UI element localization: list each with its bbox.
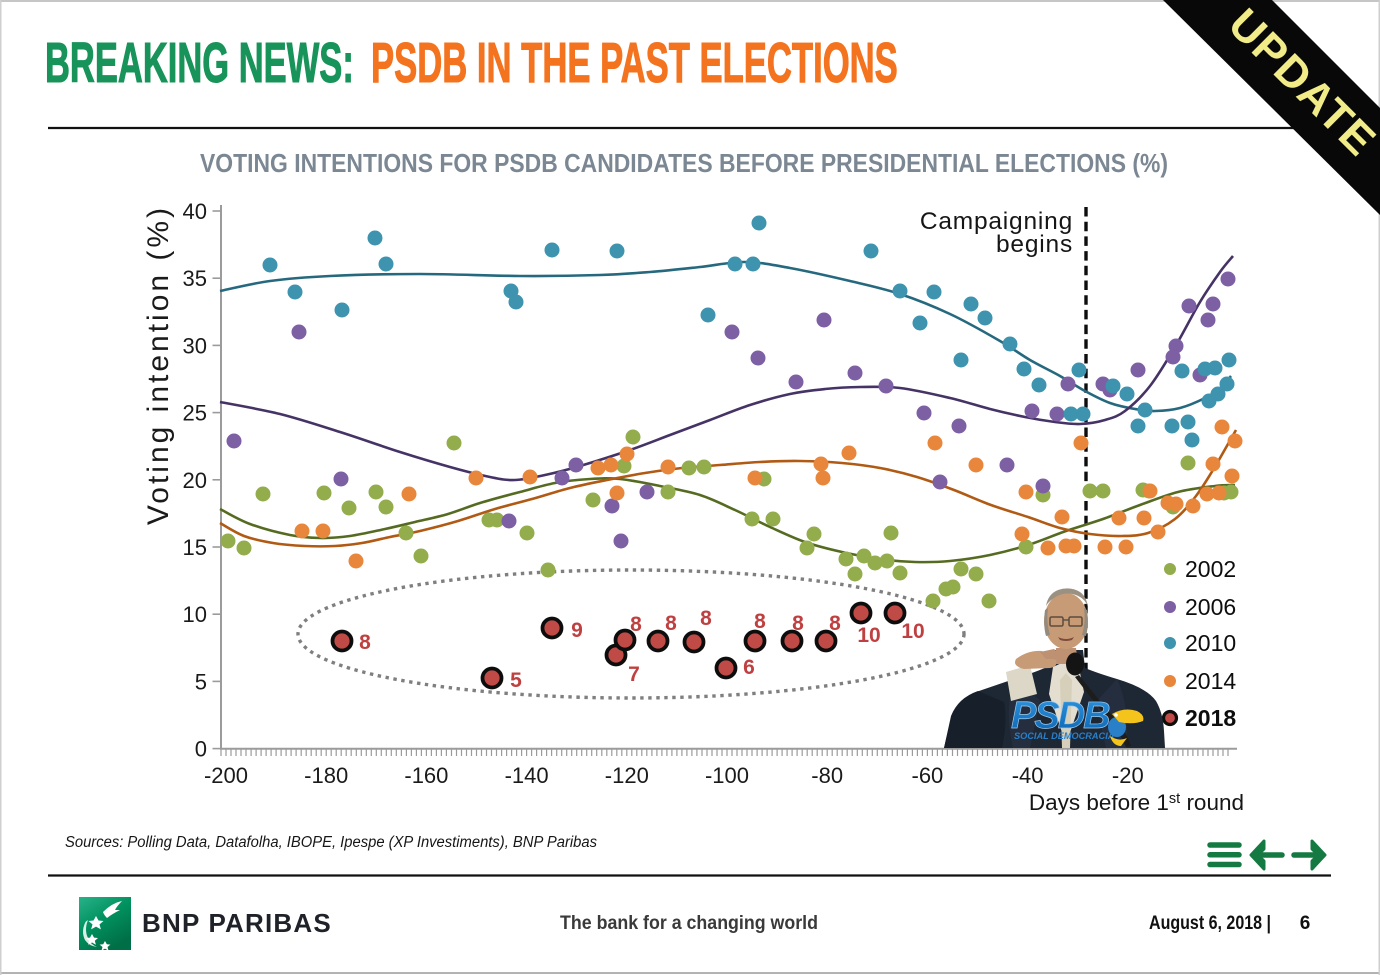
svg-text:6: 6 [743, 656, 755, 679]
svg-text:2014: 2014 [1185, 668, 1236, 694]
svg-text:2010: 2010 [1185, 630, 1236, 656]
svg-text:-60: -60 [912, 763, 944, 788]
svg-text:9: 9 [571, 619, 583, 642]
svg-text:Days before 1st round: Days before 1st round [1029, 790, 1244, 815]
svg-text:5: 5 [510, 669, 522, 692]
svg-text:30: 30 [183, 333, 207, 358]
svg-text:-140: -140 [505, 763, 549, 788]
svg-text:35: 35 [183, 266, 207, 291]
svg-text:25: 25 [183, 401, 207, 426]
svg-text:-120: -120 [605, 763, 649, 788]
svg-text:-180: -180 [304, 763, 348, 788]
svg-text:40: 40 [183, 199, 207, 224]
svg-text:2002: 2002 [1185, 556, 1236, 582]
svg-text:VOTING INTENTIONS FOR PSDB CAN: VOTING INTENTIONS FOR PSDB CANDIDATES BE… [200, 148, 1168, 178]
svg-text:2018: 2018 [1185, 705, 1236, 731]
svg-text:10: 10 [857, 624, 880, 647]
svg-text:PSDB: PSDB [1011, 695, 1110, 737]
svg-text:Campaigning: Campaigning [920, 208, 1073, 235]
svg-text:7: 7 [628, 663, 640, 686]
svg-text:-200: -200 [204, 763, 248, 788]
svg-text:20: 20 [183, 468, 207, 493]
svg-text:8: 8 [829, 612, 841, 635]
svg-text:Voting intention (%): Voting intention (%) [142, 205, 175, 525]
svg-text:PSDB IN THE PAST ELECTIONS: PSDB IN THE PAST ELECTIONS [371, 30, 898, 94]
svg-text:-100: -100 [705, 763, 749, 788]
svg-text:8: 8 [630, 613, 642, 636]
svg-text:6: 6 [1300, 913, 1311, 934]
svg-text:-160: -160 [404, 763, 448, 788]
svg-text:BNP PARIBAS: BNP PARIBAS [142, 908, 332, 938]
svg-text:0: 0 [195, 737, 207, 762]
svg-text:15: 15 [183, 535, 207, 560]
svg-text:The bank for a changing world: The bank for a changing world [560, 913, 818, 934]
svg-text:August 6, 2018 |: August 6, 2018 | [1149, 913, 1271, 934]
svg-text:8: 8 [700, 607, 712, 630]
svg-text:-20: -20 [1112, 763, 1144, 788]
svg-text:8: 8 [792, 612, 804, 635]
svg-text:begins: begins [996, 231, 1073, 258]
svg-text:-80: -80 [811, 763, 843, 788]
svg-text:Sources: Polling Data, Datafol: Sources: Polling Data, Datafolha, IBOPE,… [65, 834, 597, 851]
svg-text:8: 8 [359, 631, 371, 654]
svg-text:5: 5 [195, 669, 207, 694]
svg-text:2006: 2006 [1185, 594, 1236, 620]
svg-text:10: 10 [901, 620, 924, 643]
svg-text:8: 8 [665, 612, 677, 635]
svg-text:-40: -40 [1012, 763, 1044, 788]
svg-text:SOCIAL DEMOCRACIA: SOCIAL DEMOCRACIA [1014, 731, 1114, 741]
svg-text:BREAKING NEWS:: BREAKING NEWS: [45, 30, 354, 94]
svg-text:8: 8 [754, 610, 766, 633]
svg-text:10: 10 [183, 602, 207, 627]
